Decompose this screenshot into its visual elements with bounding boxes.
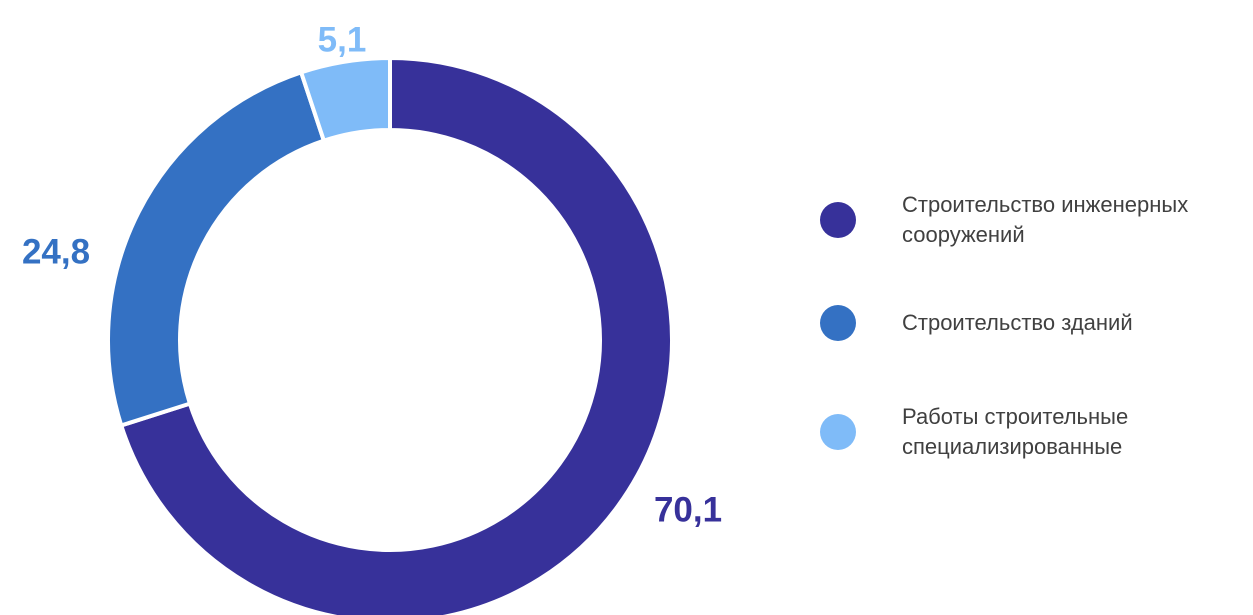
donut-chart: 70,1 24,8 5,1 — [22, 20, 722, 615]
slice-engineering-structures — [118, 55, 674, 615]
legend-item-engineering-structures: Строительство инженерных сооружений — [820, 190, 1253, 250]
legend-color-dot — [820, 414, 856, 450]
legend-item-specialized-works: Работы строительные специализированные — [820, 402, 1253, 462]
slice-specialized-works — [298, 55, 392, 144]
data-label-engineering-structures: 70,1 — [654, 490, 722, 529]
data-label-specialized-works: 5,1 — [318, 20, 367, 59]
legend-label: Работы строительные специализированные — [902, 404, 1129, 459]
legend-color-dot — [820, 202, 856, 238]
legend-item-buildings: Строительство зданий — [820, 305, 1253, 341]
legend-color-dot — [820, 305, 856, 341]
data-label-buildings: 24,8 — [22, 232, 90, 271]
slice-buildings — [106, 69, 327, 428]
legend: Строительство инженерных сооружений Стро… — [820, 0, 1253, 615]
legend-label: Строительство зданий — [902, 310, 1133, 335]
legend-label: Строительство инженерных сооружений — [902, 192, 1189, 247]
